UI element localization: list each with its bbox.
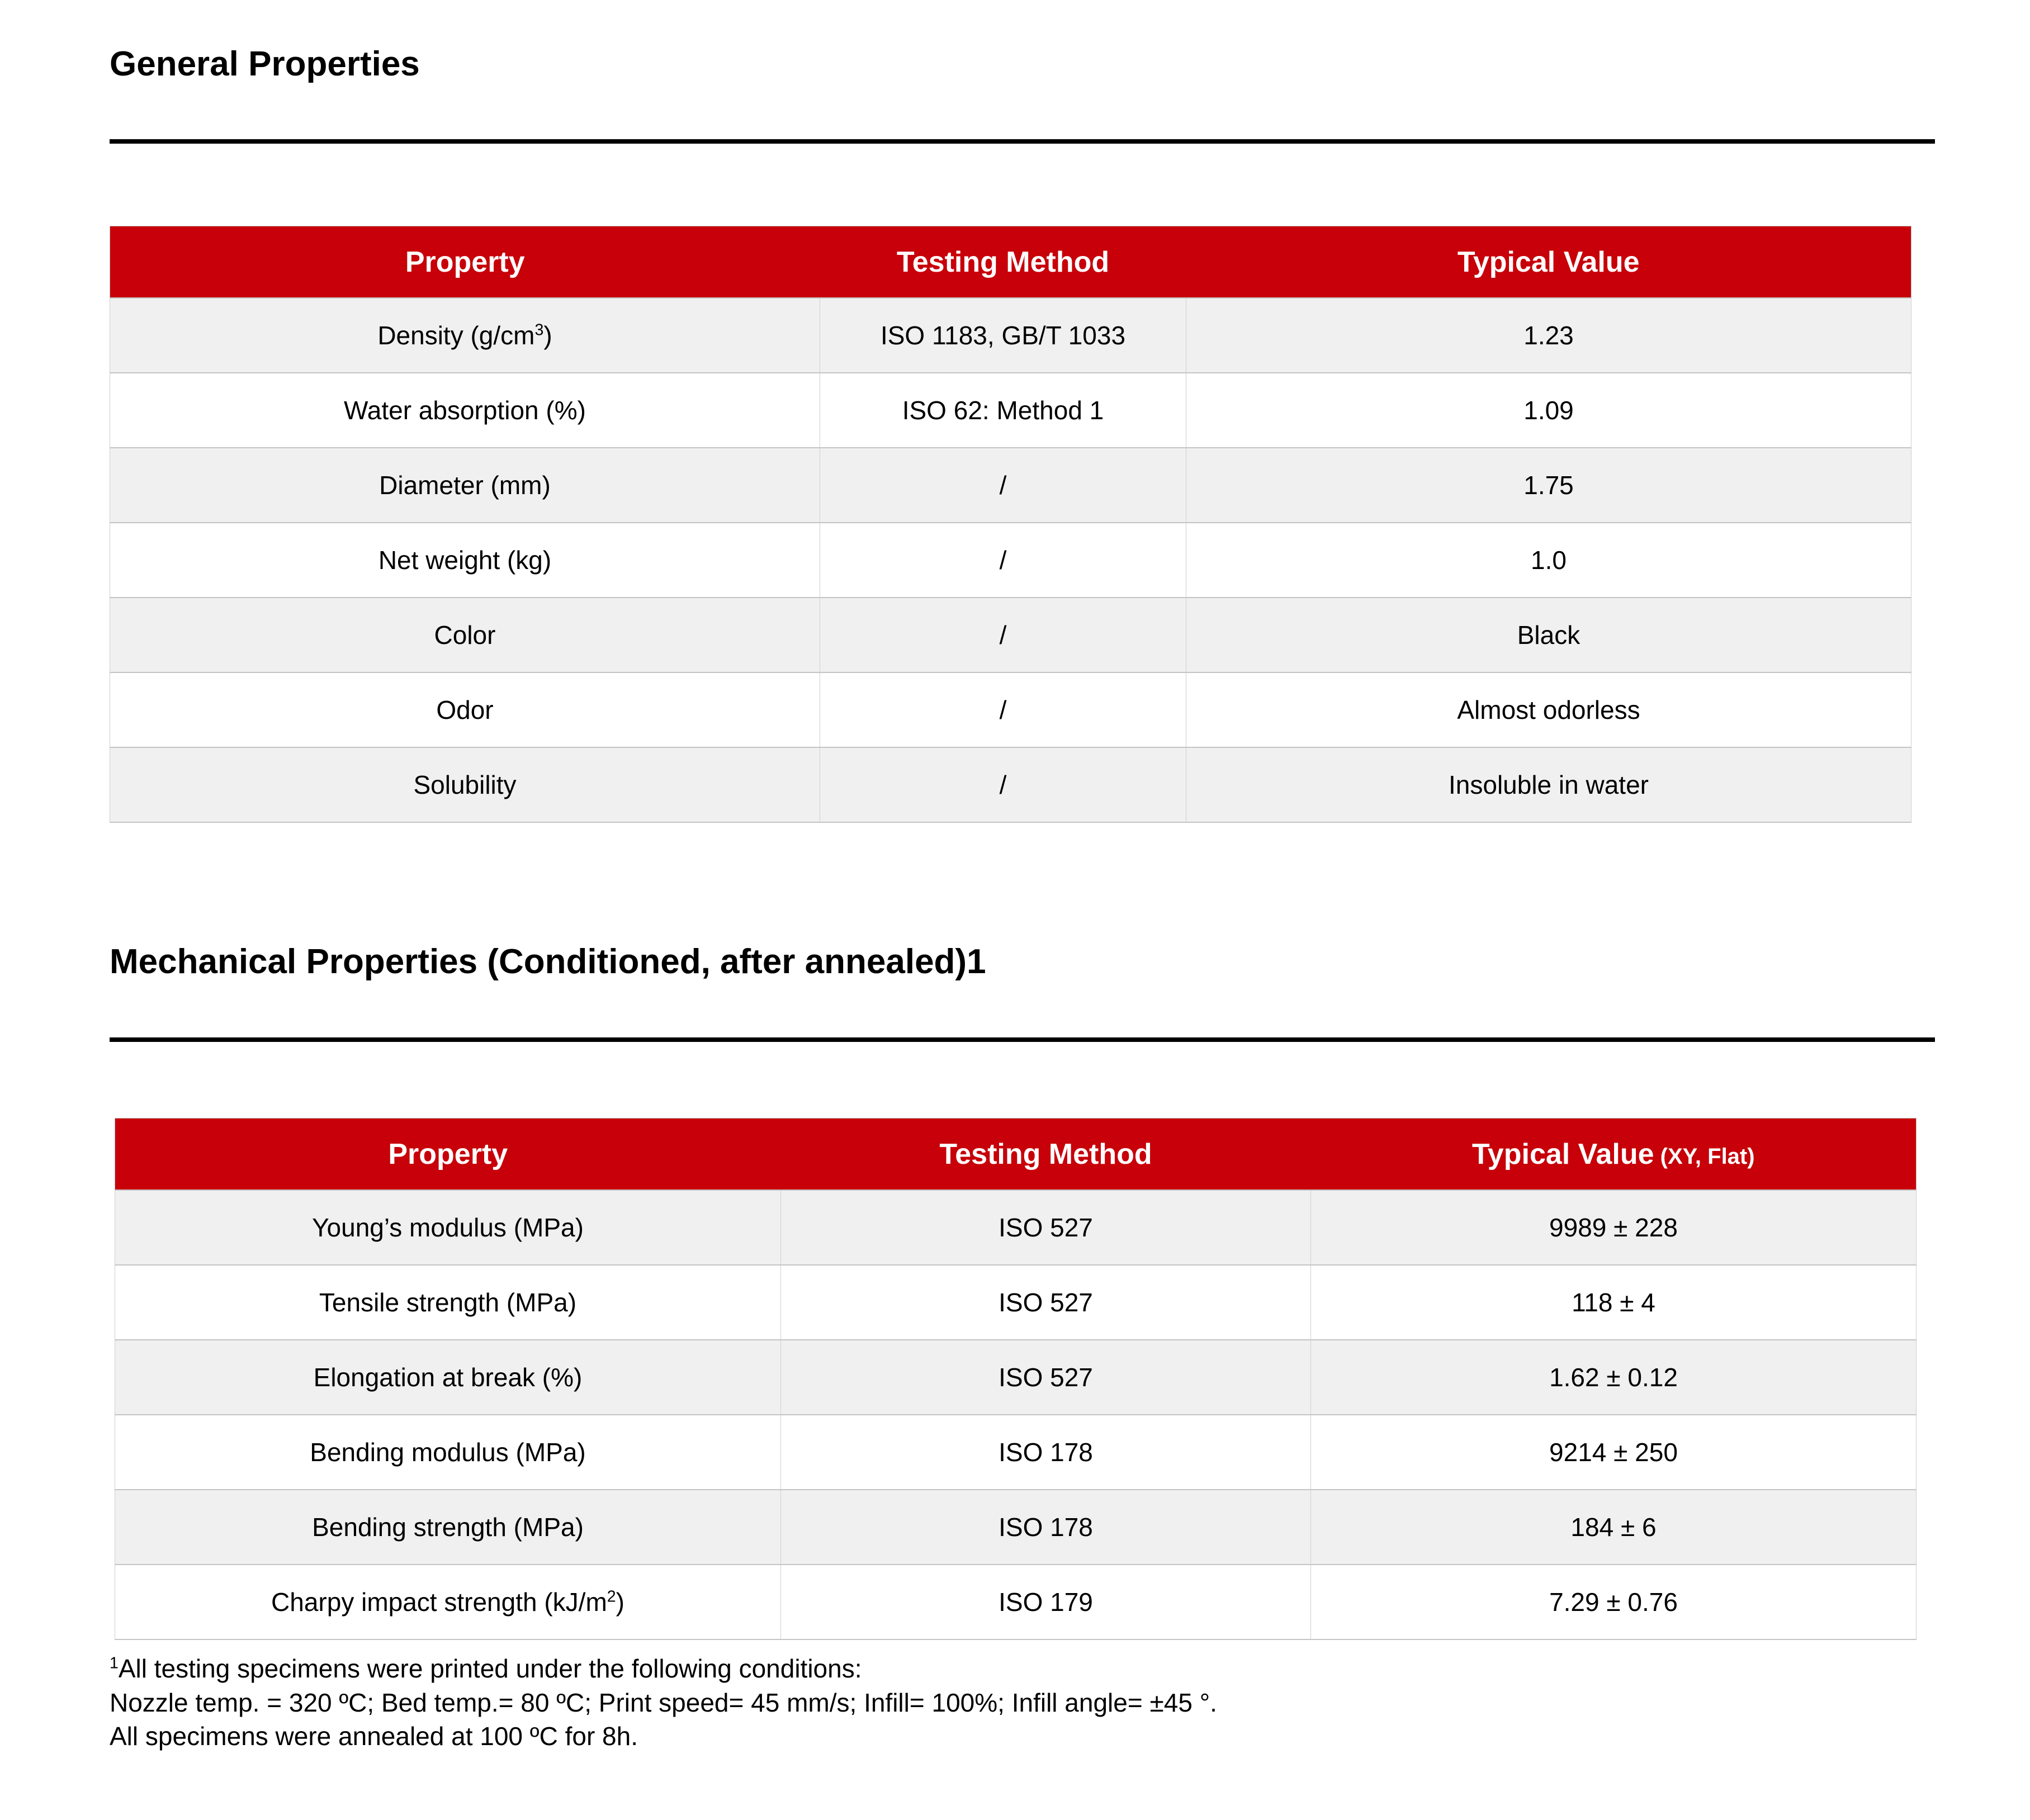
cell-testing-method: / <box>820 522 1186 598</box>
cell-property: Odor <box>110 672 820 748</box>
table-row: Color / Black <box>110 597 1911 673</box>
cell-testing-method: ISO 178 <box>780 1489 1311 1565</box>
cell-testing-method: ISO 178 <box>780 1414 1311 1490</box>
cell-testing-method: / <box>820 597 1186 673</box>
cell-typical-value: 9989 ± 228 <box>1310 1189 1917 1266</box>
cell-typical-value: 118 ± 4 <box>1310 1264 1917 1340</box>
cell-typical-value: 1.75 <box>1186 447 1911 523</box>
table-row: Density (g/cm3) ISO 1183, GB/T 1033 1.23 <box>110 297 1911 373</box>
cell-typical-value: 7.29 ± 0.76 <box>1310 1564 1917 1640</box>
table-mechanical-wrapper: Property Testing Method Typical Value (X… <box>115 1118 1917 1640</box>
cell-typical-value: 1.09 <box>1186 372 1911 448</box>
cell-property: Bending modulus (MPa) <box>115 1414 781 1490</box>
column-header-typical-value-main: Typical Value <box>1471 1138 1654 1170</box>
table-row: Charpy impact strength (kJ/m2) ISO 179 7… <box>115 1564 1917 1640</box>
table-row: Solubility / Insoluble in water <box>110 747 1911 823</box>
cell-typical-value: 184 ± 6 <box>1310 1489 1917 1565</box>
cell-property: Net weight (kg) <box>110 522 820 598</box>
table-row: Bending modulus (MPa) ISO 178 9214 ± 250 <box>115 1414 1917 1490</box>
property-superscript: 2 <box>607 1587 616 1606</box>
cell-property: Water absorption (%) <box>110 372 820 448</box>
page-title-general: General Properties <box>110 45 420 83</box>
footnote-marker: 1 <box>110 1654 119 1672</box>
table-row: Elongation at break (%) ISO 527 1.62 ± 0… <box>115 1339 1917 1415</box>
column-header-typical-value: Typical Value <box>1186 226 1911 298</box>
heading-rule-mechanical <box>110 1037 1935 1042</box>
cell-typical-value: 1.62 ± 0.12 <box>1310 1339 1917 1415</box>
cell-testing-method: ISO 1183, GB/T 1033 <box>820 297 1186 373</box>
cell-typical-value: Insoluble in water <box>1186 747 1911 823</box>
table-header-row: Property Testing Method Typical Value (X… <box>115 1118 1917 1190</box>
cell-typical-value: 1.23 <box>1186 297 1911 373</box>
table-general-wrapper: Property Testing Method Typical Value De… <box>110 226 1911 823</box>
cell-typical-value: 1.0 <box>1186 522 1911 598</box>
page-title-mechanical: Mechanical Properties (Conditioned, afte… <box>110 942 967 981</box>
footnote-line-1-text: All testing specimens were printed under… <box>118 1654 862 1683</box>
section-heading-general: General Properties <box>110 47 420 82</box>
cell-property: Elongation at break (%) <box>115 1339 781 1415</box>
page-title-mechanical-superscript: 1 <box>967 942 986 981</box>
cell-testing-method: ISO 62: Method 1 <box>820 372 1186 448</box>
footnote-line-1: 1All testing specimens were printed unde… <box>110 1652 1935 1686</box>
cell-typical-value: Almost odorless <box>1186 672 1911 748</box>
property-label: Charpy impact strength (kJ/m <box>271 1587 607 1617</box>
table-row: Odor / Almost odorless <box>110 672 1911 748</box>
column-header-testing-method: Testing Method <box>780 1118 1311 1190</box>
section-heading-mechanical: Mechanical Properties (Conditioned, afte… <box>110 945 986 979</box>
property-tail: ) <box>616 1587 624 1617</box>
cell-testing-method: ISO 179 <box>780 1564 1311 1640</box>
cell-typical-value: 9214 ± 250 <box>1310 1414 1917 1490</box>
table-row: Tensile strength (MPa) ISO 527 118 ± 4 <box>115 1264 1917 1340</box>
cell-property: Color <box>110 597 820 673</box>
cell-property: Diameter (mm) <box>110 447 820 523</box>
cell-property: Density (g/cm3) <box>110 297 820 373</box>
column-header-property: Property <box>115 1118 781 1190</box>
footnote-block: 1All testing specimens were printed unde… <box>110 1652 1935 1753</box>
column-header-property: Property <box>110 226 820 298</box>
footnote-line-3: All specimens were annealed at 100 ºC fo… <box>110 1722 638 1751</box>
cell-property: Tensile strength (MPa) <box>115 1264 781 1340</box>
cell-property: Young’s modulus (MPa) <box>115 1189 781 1266</box>
column-header-typical-value: Typical Value (XY, Flat) <box>1310 1118 1917 1190</box>
table-header-row: Property Testing Method Typical Value <box>110 226 1911 298</box>
mechanical-properties-table: Property Testing Method Typical Value (X… <box>115 1118 1917 1640</box>
table-row: Water absorption (%) ISO 62: Method 1 1.… <box>110 372 1911 448</box>
heading-rule-general <box>110 139 1935 144</box>
property-tail: ) <box>543 321 552 350</box>
table-row: Bending strength (MPa) ISO 178 184 ± 6 <box>115 1489 1917 1565</box>
general-properties-table: Property Testing Method Typical Value De… <box>110 226 1911 823</box>
cell-testing-method: ISO 527 <box>780 1264 1311 1340</box>
column-header-testing-method: Testing Method <box>820 226 1186 298</box>
cell-testing-method: / <box>820 747 1186 823</box>
property-superscript: 3 <box>534 321 544 339</box>
column-header-typical-value-suffix: (XY, Flat) <box>1654 1144 1755 1169</box>
cell-testing-method: ISO 527 <box>780 1339 1311 1415</box>
cell-typical-value: Black <box>1186 597 1911 673</box>
cell-property: Charpy impact strength (kJ/m2) <box>115 1564 781 1640</box>
cell-testing-method: ISO 527 <box>780 1189 1311 1266</box>
footnote-line-2: Nozzle temp. = 320 ºC; Bed temp.= 80 ºC;… <box>110 1688 1217 1717</box>
table-row: Young’s modulus (MPa) ISO 527 9989 ± 228 <box>115 1189 1917 1266</box>
property-label: Density (g/cm <box>377 321 535 350</box>
cell-testing-method: / <box>820 447 1186 523</box>
cell-property: Bending strength (MPa) <box>115 1489 781 1565</box>
table-row: Net weight (kg) / 1.0 <box>110 522 1911 598</box>
cell-testing-method: / <box>820 672 1186 748</box>
cell-property: Solubility <box>110 747 820 823</box>
table-row: Diameter (mm) / 1.75 <box>110 447 1911 523</box>
